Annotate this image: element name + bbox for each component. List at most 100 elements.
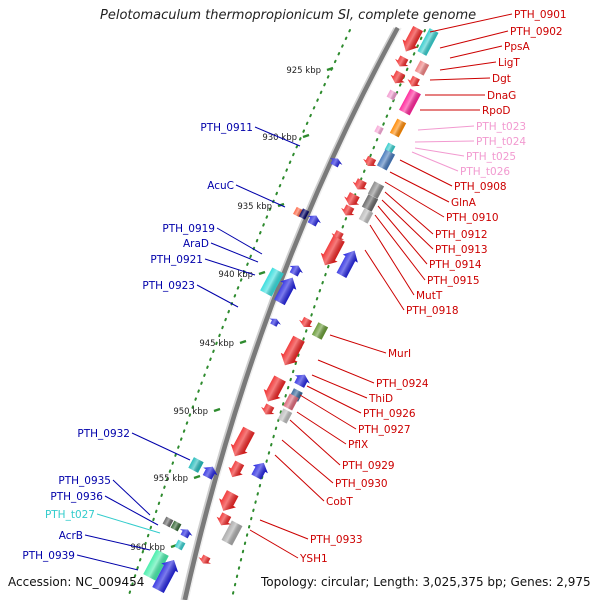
forward-gene-arrow-4-gloss <box>390 70 406 84</box>
reverse-gene-arrow-7 <box>269 318 281 327</box>
forward-gene-label: MurI <box>388 348 411 360</box>
reverse-gene-arrow-9-gloss <box>202 466 218 480</box>
forward-leader-line <box>329 334 387 354</box>
forward-leader-line <box>299 394 357 430</box>
forward-leader-line <box>369 224 415 296</box>
forward-leader-line <box>377 205 428 265</box>
forward-gene-label: PTH_t026 <box>460 166 510 178</box>
scale-tick <box>302 133 310 139</box>
forward-gene-label: PTH_0913 <box>435 244 488 256</box>
forward-gene-label: GlnA <box>451 197 477 209</box>
forward-gene-arrow-22-gloss <box>299 316 313 327</box>
forward-leader-line <box>381 199 434 250</box>
forward-gene-block-23-gloss <box>311 322 329 340</box>
forward-gene-arrow-37-gloss <box>198 554 211 564</box>
forward-gene-arrow-24 <box>280 335 305 366</box>
forward-gene-label: PTH_0924 <box>376 378 429 390</box>
forward-gene-block-28 <box>277 408 293 424</box>
forward-gene-arrow-34-gloss <box>219 490 239 511</box>
reverse-leader-line <box>196 284 239 308</box>
backbone-highlight <box>187 27 402 600</box>
forward-gene-arrow-29 <box>263 375 286 402</box>
forward-gene-arrow-30 <box>261 403 275 415</box>
reverse-gene-block-4-gloss <box>260 267 284 297</box>
forward-gene-label: PpsA <box>504 41 530 53</box>
reverse-gene-block-2 <box>298 208 310 220</box>
forward-leader-line <box>439 61 497 71</box>
forward-gene-arrow-12 <box>363 155 377 166</box>
forward-gene-arrow-21 <box>336 250 358 278</box>
reverse-leader-line <box>254 126 301 147</box>
reverse-gene-label: PTH_0919 <box>162 223 215 235</box>
forward-gene-label: DnaG <box>487 90 516 102</box>
forward-leader-line <box>449 45 503 59</box>
forward-gene-arrow-25 <box>294 374 310 388</box>
forward-gene-label: PTH_0901 <box>514 9 567 21</box>
scale-tick-label: 960 kbp <box>130 543 165 553</box>
forward-gene-block-9 <box>374 125 384 135</box>
forward-gene-block-1-gloss <box>417 28 439 56</box>
reverse-gene-arrow-9 <box>202 466 218 480</box>
forward-leader-line <box>364 249 405 311</box>
forward-gene-arrow-25-gloss <box>294 374 310 388</box>
forward-leader-line <box>317 359 375 384</box>
forward-leader-line <box>374 214 426 281</box>
reverse-gene-label: AcuC <box>207 180 234 192</box>
scale-track-outer <box>231 29 426 599</box>
forward-gene-label: LigT <box>498 57 520 69</box>
scale-tick <box>213 407 221 413</box>
forward-gene-arrow-5 <box>407 75 420 87</box>
reverse-leader-line <box>84 534 151 551</box>
forward-gene-block-16 <box>361 194 379 212</box>
forward-leader-line <box>429 13 513 33</box>
reverse-gene-block-11 <box>170 520 182 532</box>
forward-gene-arrow-13-gloss <box>352 178 367 190</box>
forward-gene-block-35-gloss <box>221 520 243 546</box>
forward-gene-label: PflX <box>348 439 368 451</box>
reverse-gene-arrow-0 <box>330 158 343 168</box>
forward-leader-line <box>417 125 475 131</box>
reverse-gene-arrow-3 <box>307 215 321 227</box>
reverse-leader-line <box>210 242 259 263</box>
reverse-gene-block-14 <box>143 549 169 581</box>
reverse-gene-arrow-15-gloss <box>152 559 179 594</box>
backbone <box>182 26 401 600</box>
forward-gene-block-2 <box>414 60 430 76</box>
forward-gene-label: PTH_0910 <box>446 212 499 224</box>
reverse-gene-block-2-gloss <box>298 208 310 220</box>
forward-leader-line <box>399 159 453 187</box>
forward-gene-block-2-gloss <box>414 60 430 76</box>
forward-gene-arrow-36 <box>216 512 232 526</box>
forward-gene-block-1 <box>417 28 439 56</box>
reverse-leader-line <box>96 513 161 534</box>
forward-gene-label: ThiD <box>368 393 393 405</box>
scale-tick-label: 930 kbp <box>262 133 297 143</box>
forward-gene-arrow-0 <box>402 25 423 52</box>
reverse-leader-line <box>204 258 256 276</box>
forward-gene-block-27 <box>283 393 299 411</box>
reverse-gene-arrow-3-gloss <box>307 215 321 227</box>
forward-gene-arrow-33-gloss <box>228 460 245 478</box>
forward-leader-line <box>384 181 445 218</box>
reverse-gene-arrow-0-gloss <box>330 158 343 168</box>
reverse-gene-label: PTH_0921 <box>150 254 203 266</box>
reverse-gene-label: PTH_0911 <box>200 122 253 134</box>
forward-gene-label: Dgt <box>492 73 511 85</box>
forward-gene-block-9-gloss <box>374 125 384 135</box>
reverse-leader-line <box>216 227 263 255</box>
reverse-gene-block-14-gloss <box>143 549 169 581</box>
forward-gene-block-35 <box>221 520 243 546</box>
scale-tick-label: 945 kbp <box>199 339 234 349</box>
forward-gene-block-8 <box>389 118 407 138</box>
forward-gene-label: PTH_0908 <box>454 181 507 193</box>
forward-gene-label: PTH_t025 <box>466 151 516 163</box>
forward-gene-block-7-gloss <box>386 89 398 101</box>
forward-leader-line <box>414 147 465 157</box>
forward-gene-label: PTH_t023 <box>476 121 526 133</box>
forward-gene-block-11-gloss <box>376 149 396 171</box>
forward-leader-line <box>429 77 491 81</box>
forward-gene-label: PTH_0927 <box>358 424 411 436</box>
reverse-gene-arrow-6 <box>289 265 303 277</box>
forward-gene-block-6-gloss <box>399 88 421 116</box>
forward-gene-label: PTH_0915 <box>427 275 480 287</box>
